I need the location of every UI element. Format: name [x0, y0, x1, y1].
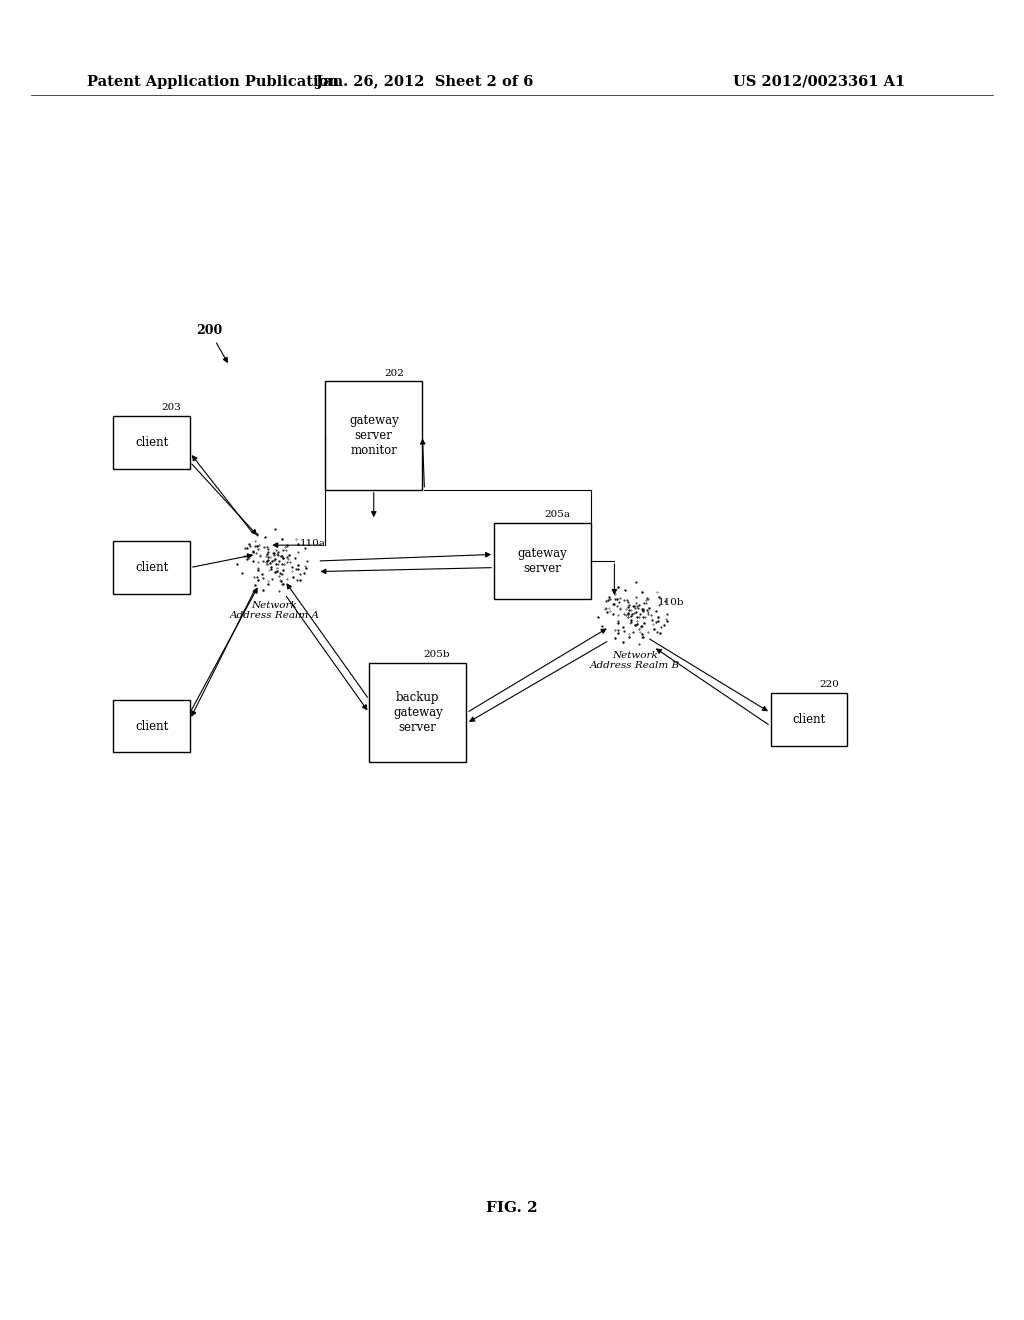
Text: 202: 202: [384, 368, 403, 378]
Text: 220: 220: [819, 680, 839, 689]
Text: Network
Address Realm B: Network Address Realm B: [590, 651, 680, 671]
Text: 205a: 205a: [545, 510, 570, 519]
Text: client: client: [793, 713, 825, 726]
Bar: [326, 381, 422, 490]
Text: client: client: [135, 719, 168, 733]
Text: gateway
server: gateway server: [518, 546, 567, 576]
Bar: [113, 541, 190, 594]
Text: 200: 200: [197, 323, 223, 337]
Text: Network
Address Realm A: Network Address Realm A: [229, 601, 319, 620]
Text: US 2012/0023361 A1: US 2012/0023361 A1: [733, 75, 905, 88]
Text: backup
gateway
server: backup gateway server: [393, 692, 442, 734]
Text: Patent Application Publication: Patent Application Publication: [87, 75, 339, 88]
Text: 203: 203: [162, 403, 181, 412]
Text: Jan. 26, 2012  Sheet 2 of 6: Jan. 26, 2012 Sheet 2 of 6: [316, 75, 534, 88]
Text: FIG. 2: FIG. 2: [486, 1201, 538, 1214]
Text: 110b: 110b: [657, 598, 684, 607]
Bar: [771, 693, 848, 746]
Bar: [113, 700, 190, 752]
Text: 110a: 110a: [300, 539, 326, 548]
Bar: [495, 523, 592, 599]
Bar: [369, 663, 467, 762]
Text: client: client: [135, 561, 168, 574]
Text: gateway
server
monitor: gateway server monitor: [349, 414, 398, 457]
Bar: [113, 416, 190, 469]
Text: client: client: [135, 436, 168, 449]
Text: 205b: 205b: [423, 651, 450, 660]
